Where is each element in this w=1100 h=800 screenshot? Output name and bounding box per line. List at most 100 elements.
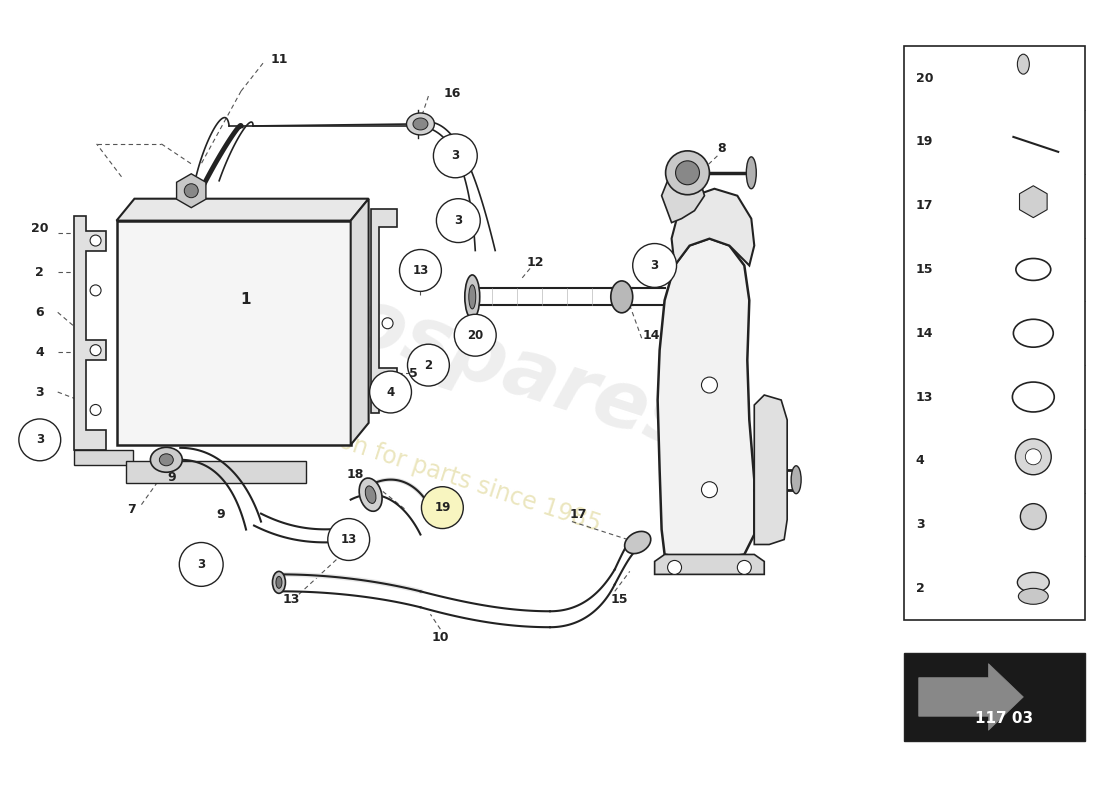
Circle shape: [90, 345, 101, 356]
Polygon shape: [654, 554, 764, 574]
Circle shape: [666, 151, 710, 194]
Text: 13: 13: [915, 390, 933, 403]
Circle shape: [399, 250, 441, 291]
Bar: [117, 221, 351, 445]
Circle shape: [90, 285, 101, 296]
Ellipse shape: [465, 275, 480, 318]
Text: 3: 3: [197, 558, 206, 571]
Polygon shape: [658, 238, 755, 562]
Circle shape: [185, 184, 198, 198]
Text: 13: 13: [283, 593, 299, 606]
Ellipse shape: [469, 285, 476, 309]
Circle shape: [1025, 449, 1042, 465]
Circle shape: [90, 405, 101, 415]
Ellipse shape: [791, 466, 801, 494]
Text: 4: 4: [35, 346, 44, 358]
Polygon shape: [918, 664, 1023, 730]
Ellipse shape: [1018, 572, 1049, 592]
Text: 3: 3: [915, 518, 924, 531]
Circle shape: [328, 518, 370, 561]
Text: 14: 14: [915, 326, 933, 340]
Text: 10: 10: [431, 630, 449, 644]
Text: 3: 3: [451, 150, 460, 162]
Polygon shape: [1020, 186, 1047, 218]
Circle shape: [668, 561, 682, 574]
Polygon shape: [177, 174, 206, 208]
Circle shape: [90, 235, 101, 246]
Ellipse shape: [1018, 54, 1030, 74]
Text: 2: 2: [425, 358, 432, 372]
Text: 117 03: 117 03: [976, 711, 1034, 726]
Ellipse shape: [1013, 319, 1053, 347]
Polygon shape: [661, 173, 704, 222]
Circle shape: [382, 318, 393, 329]
Circle shape: [737, 561, 751, 574]
Text: 13: 13: [412, 264, 429, 277]
Text: 13: 13: [341, 533, 356, 546]
Text: 1: 1: [240, 292, 251, 306]
Text: 15: 15: [610, 593, 628, 606]
Text: 15: 15: [915, 263, 933, 276]
Polygon shape: [351, 198, 369, 445]
Polygon shape: [74, 450, 133, 465]
Text: 3: 3: [650, 259, 659, 272]
Ellipse shape: [276, 576, 282, 588]
Bar: [126, 461, 306, 482]
Ellipse shape: [610, 281, 632, 313]
Circle shape: [382, 393, 393, 403]
Ellipse shape: [746, 157, 757, 189]
Text: a passion for parts since 1985: a passion for parts since 1985: [257, 403, 604, 536]
Circle shape: [675, 161, 700, 185]
Text: 6: 6: [35, 306, 44, 319]
Text: 20: 20: [31, 222, 48, 235]
Text: 8: 8: [717, 142, 726, 155]
Text: 9: 9: [217, 508, 224, 521]
Text: 19: 19: [915, 135, 933, 148]
Ellipse shape: [1012, 382, 1054, 412]
Circle shape: [421, 486, 463, 529]
Circle shape: [702, 482, 717, 498]
Ellipse shape: [365, 486, 376, 503]
Text: 2: 2: [915, 582, 924, 595]
Circle shape: [702, 377, 717, 393]
Ellipse shape: [412, 118, 428, 130]
Circle shape: [632, 243, 676, 287]
Circle shape: [1015, 439, 1052, 474]
Text: 17: 17: [569, 508, 586, 521]
Text: 14: 14: [642, 329, 660, 342]
Polygon shape: [672, 189, 755, 266]
Polygon shape: [117, 198, 368, 221]
Text: 2: 2: [35, 266, 44, 279]
Polygon shape: [755, 395, 788, 545]
Text: 18: 18: [346, 468, 364, 482]
Circle shape: [19, 419, 60, 461]
Ellipse shape: [273, 571, 285, 594]
Circle shape: [179, 542, 223, 586]
Text: eurospares: eurospares: [196, 234, 704, 466]
Circle shape: [1021, 504, 1046, 530]
Bar: [904, 653, 1085, 741]
Ellipse shape: [151, 447, 183, 472]
Text: 20: 20: [915, 72, 933, 85]
Circle shape: [370, 371, 411, 413]
Text: 4: 4: [915, 454, 924, 467]
Text: 3: 3: [35, 434, 44, 446]
Text: 19: 19: [434, 501, 451, 514]
Text: 5: 5: [409, 366, 418, 379]
Bar: [904, 46, 1085, 620]
Ellipse shape: [160, 454, 174, 466]
Text: 16: 16: [443, 86, 461, 99]
Ellipse shape: [1016, 258, 1050, 281]
Ellipse shape: [1019, 588, 1048, 604]
Text: 17: 17: [915, 199, 933, 212]
Text: 11: 11: [271, 53, 288, 66]
Text: 9: 9: [167, 471, 176, 484]
Text: 4: 4: [386, 386, 395, 398]
Text: 3: 3: [454, 214, 462, 227]
Text: 12: 12: [526, 256, 543, 269]
Ellipse shape: [407, 113, 434, 135]
Circle shape: [407, 344, 450, 386]
Ellipse shape: [625, 531, 651, 554]
Ellipse shape: [360, 478, 382, 511]
Polygon shape: [371, 209, 396, 413]
